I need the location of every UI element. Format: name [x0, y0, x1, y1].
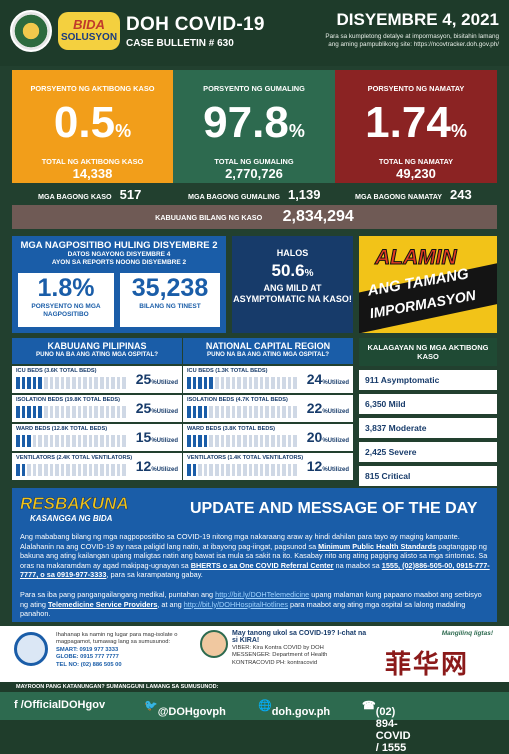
case-status-item: 2,425 Severe: [359, 442, 497, 462]
facebook-link[interactable]: f /OfficialDOHgov: [14, 699, 106, 711]
manatiling-ligtas: Mangilinq ligtas!: [441, 630, 493, 637]
positives-sub2: AYON SA REPORTS NOONG DISYEMBRE 2: [51, 259, 187, 266]
recovered-count: 2,770,726: [225, 166, 283, 181]
case-status-item: 6,350 Mild: [359, 394, 497, 414]
hospital-row: WARD BEDS (12.8K TOTAL BEDS) 15%Utilized: [12, 424, 182, 451]
recovered-pct: 97.8%: [203, 98, 305, 147]
case-status-item: 911 Asymptomatic: [359, 370, 497, 390]
utilization-bar: [16, 406, 126, 418]
recovered-panel: PORSYENTO NG GUMALING 97.8% TOTAL NG GUM…: [173, 70, 335, 183]
watermark: 菲华网: [384, 649, 469, 679]
alamin-banner: ALAMIN ANG TAMANG IMPORMASYON: [359, 236, 497, 333]
tested-box: 35,238 BILANG NG TINEST: [120, 273, 220, 327]
utilization-bar: [187, 464, 297, 476]
hospital-row: ICU BEDS (3.6K TOTAL BEDS) 25%Utilized: [12, 366, 182, 393]
deaths-sub: TOTAL NG NAMATAY: [378, 157, 454, 166]
utilization-pct: 25%Utilized: [135, 371, 178, 387]
case-status-item: 815 Critical: [359, 466, 497, 486]
utilization-pct: 25%Utilized: [135, 400, 178, 416]
total-cases-bar: KABUUANG BILANG NG KASO 2,834,294: [12, 205, 497, 229]
update-title: UPDATE AND MESSAGE OF THE DAY: [190, 500, 478, 517]
deaths-panel: PORSYENTO NG NAMATAY 1.74% TOTAL NG NAMA…: [335, 70, 497, 183]
recovered-sub: TOTAL NG GUMALING: [214, 157, 294, 166]
hospital-row: VENTILATORS (1.4K TOTAL VENTILATORS) 12%U…: [183, 453, 353, 480]
hospital-row: WARD BEDS (3.8K TOTAL BEDS) 20%Utilized: [183, 424, 353, 451]
website-link[interactable]: 🌐 doh.gov.ph: [258, 700, 331, 718]
contact-section: Ihahanap ka namin ng lugar para mag-isol…: [0, 626, 509, 682]
utilization-bar: [187, 406, 297, 418]
utilization-pct: 24%Utilized: [306, 371, 349, 387]
hospital-row: ISOLATION BEDS (19.8K TOTAL BEDS) 25%Util…: [12, 395, 182, 422]
active-cases-panel: PORSYENTO NG AKTIBONG KASO 0.5% TOTAL NG…: [12, 70, 173, 183]
new-cases: MGA BAGONG KASO 517: [38, 187, 142, 202]
utilization-pct: 15%Utilized: [135, 429, 178, 445]
hospital-row-label: VENTILATORS (2.4K TOTAL VENTILATORS): [16, 455, 133, 461]
utilization-pct: 20%Utilized: [306, 429, 349, 445]
new-deaths: MGA BAGONG NAMATAY 243: [355, 187, 472, 202]
hotline-number: ☎ (02) 894-COVID / 1555: [362, 700, 411, 754]
kira-avatar: [200, 630, 228, 658]
header: BIDA SOLUSYON DOH COVID-19 CASE BULLETIN …: [0, 0, 509, 66]
utilization-bar: [187, 435, 297, 447]
site-note: Para sa kumpletong detalye at impormasyo…: [325, 33, 499, 48]
referral-contacts: Ihahanap ka namin ng lugar para mag-isol…: [56, 632, 178, 668]
kira-contacts: May tanong ukol sa COVID-19? I-chat na s…: [232, 630, 367, 666]
doh-seal-icon: [10, 10, 52, 52]
case-status-item: 3,837 Moderate: [359, 418, 497, 438]
mild-panel: HALOS 50.6% ANG MILD AT ASYMPTOMATIC NA …: [232, 236, 353, 333]
hospital-row-label: ICU BEDS (3.6K TOTAL BEDS): [16, 368, 97, 374]
hospital-row-label: VENTILATORS (1.4K TOTAL VENTILATORS): [187, 455, 304, 461]
positives-title: MGA NAGPOSITIBO HULING DISYEMBRE 2: [20, 240, 218, 251]
update-paragraph-1: Ang mababang bilang ng mga nagpopositibo…: [20, 532, 490, 580]
hospital-row: VENTILATORS (2.4K TOTAL VENTILATORS) 12%U…: [12, 453, 182, 480]
hospital-row-label: ICU BEDS (1.3K TOTAL BEDS): [187, 368, 268, 374]
utilization-pct: 22%Utilized: [306, 400, 349, 416]
hospital-row-label: ISOLATION BEDS (4.7K TOTAL BEDS): [187, 397, 288, 403]
update-section: RESBAKUNA KASANGGA NG BIDA UPDATE AND ME…: [12, 488, 497, 622]
hospital-row: ICU BEDS (1.3K TOTAL BEDS) 24%Utilized: [183, 366, 353, 393]
hospital-national-panel: KABUUANG PILIPINAS PUNO NA BA ANG ATING …: [12, 338, 182, 480]
total-label: KABUUANG BILANG NG KASO: [155, 212, 263, 222]
positivity-rate-box: 1.8% PORSYENTO NG MGA NAGPOSITIBO: [18, 273, 114, 327]
active-case-status-panel: KALAGAYAN NG MGA AKTIBONG KASO 911 Asymp…: [359, 338, 497, 486]
bida-solusyon-logo: BIDA SOLUSYON: [58, 12, 120, 50]
footer: f /OfficialDOHgov 🐦 @DOHgovph 🌐 doh.gov.…: [0, 692, 509, 754]
utilization-bar: [187, 377, 297, 389]
new-recovered: MGA BAGONG GUMALING 1,139: [188, 187, 321, 202]
positives-sub1: DATOS NGAYONG DISYEMBRE 4: [67, 251, 171, 258]
utilization-bar: [16, 464, 126, 476]
page-title: DOH COVID-19: [126, 14, 265, 35]
utilization-bar: [16, 435, 126, 447]
active-label: PORSYENTO NG AKTIBONG KASO: [30, 84, 155, 93]
hospital-hotlines-link[interactable]: http://bit.ly/DOHHospitalHotlines: [183, 599, 288, 609]
recovered-label: PORSYENTO NG GUMALING: [203, 84, 305, 93]
update-paragraph-2: Para sa iba pang pangangailangang medika…: [20, 590, 482, 619]
hospital-ncr-panel: NATIONAL CAPITAL REGION PUNO NA BA ANG A…: [183, 338, 353, 480]
telemedicine-link[interactable]: http://bit.ly/DOHTelemedicine: [215, 590, 310, 599]
active-count: 14,338: [72, 166, 113, 181]
twitter-link[interactable]: 🐦 @DOHgovph: [144, 700, 226, 718]
utilization-pct: 12%Utilized: [306, 458, 349, 474]
hospital-row: ISOLATION BEDS (4.7K TOTAL BEDS) 22%Utili…: [183, 395, 353, 422]
deaths-label: PORSYENTO NG NAMATAY: [367, 84, 465, 93]
active-sub: TOTAL NG AKTIBONG KASO: [41, 157, 144, 166]
positives-panel: MGA NAGPOSITIBO HULING DISYEMBRE 2 DATOS…: [12, 236, 226, 333]
resbakuna-logo: RESBAKUNA KASANGGA NG BIDA: [20, 494, 129, 523]
utilization-pct: 12%Utilized: [135, 458, 178, 474]
hospital-row-label: WARD BEDS (12.8K TOTAL BEDS): [16, 426, 108, 432]
active-pct: 0.5%: [53, 98, 132, 147]
case-bulletin: CASE BULLETIN # 630: [126, 38, 234, 49]
deaths-count: 49,230: [396, 166, 436, 181]
deaths-pct: 1.74%: [365, 98, 467, 147]
inquiry-banner: MAYROON PANG KATANUNGAN? SUMANGGUNI LAMA…: [0, 682, 509, 692]
one-covid-seal-icon: [14, 632, 48, 666]
utilization-bar: [16, 377, 126, 389]
hospital-row-label: WARD BEDS (3.8K TOTAL BEDS): [187, 426, 275, 432]
total-value: 2,834,294: [282, 208, 354, 225]
hospital-row-label: ISOLATION BEDS (19.8K TOTAL BEDS): [16, 397, 121, 403]
bulletin-date: DISYEMBRE 4, 2021: [336, 10, 499, 29]
